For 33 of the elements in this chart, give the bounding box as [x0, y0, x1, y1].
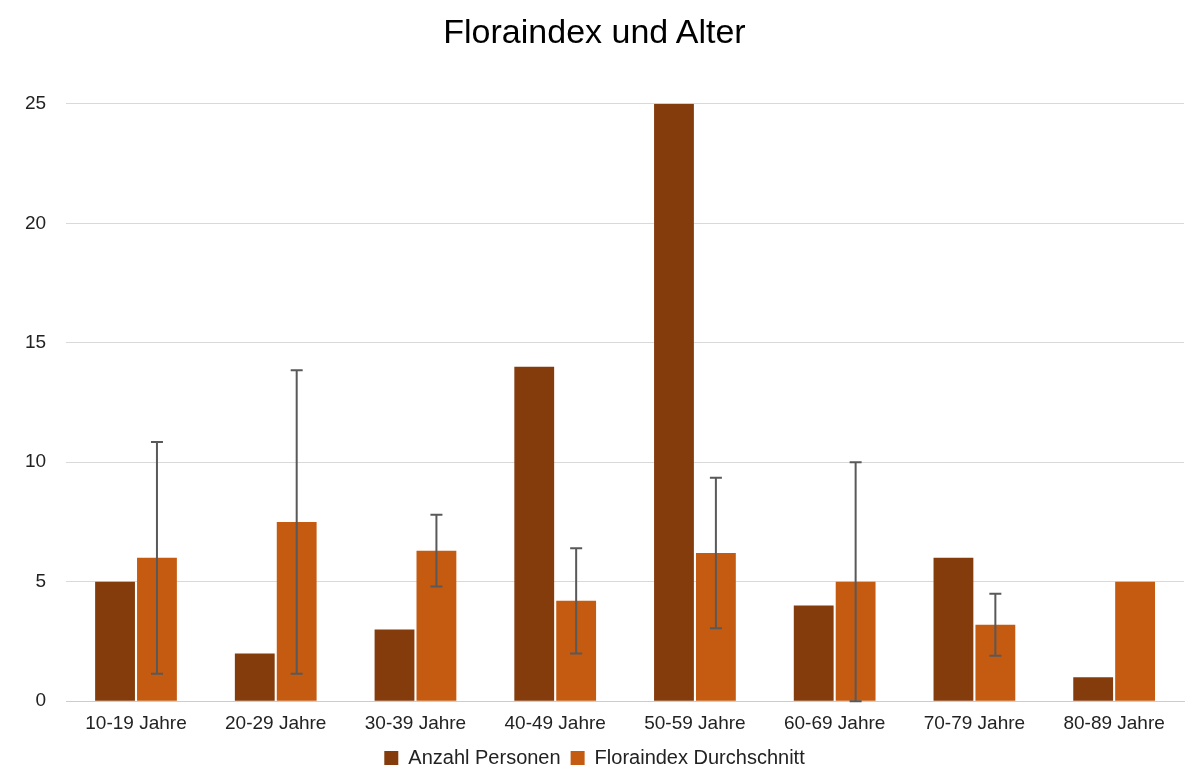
bar — [695, 553, 736, 701]
y-tick-label: 20 — [24, 211, 47, 233]
x-tick-label: 40-49 Jahre — [504, 711, 606, 733]
y-tick-label: 0 — [35, 689, 47, 711]
x-tick-label: 30-39 Jahre — [364, 711, 467, 733]
bar — [556, 600, 597, 701]
bar — [793, 605, 834, 701]
x-tick-label: 50-59 Jahre — [644, 711, 746, 733]
y-tick-label: 25 — [24, 92, 47, 114]
bar — [933, 557, 974, 701]
x-tick-label: 20-29 Jahre — [225, 711, 327, 733]
bar — [1115, 581, 1156, 701]
bar — [137, 557, 177, 701]
chart-title: Floraindex und Alter — [443, 11, 746, 50]
x-tick-label: 80-89 Jahre — [1063, 711, 1165, 733]
bar — [416, 550, 457, 701]
bar — [514, 366, 555, 701]
y-tick-label: 5 — [35, 569, 47, 591]
bar — [1073, 677, 1114, 701]
y-tick-label: 15 — [24, 330, 47, 352]
bar — [835, 581, 876, 701]
bar — [975, 624, 1016, 701]
bar — [654, 103, 694, 701]
bar — [234, 653, 275, 701]
legend-label: Anzahl Personen — [408, 745, 561, 768]
bar — [374, 629, 415, 701]
x-tick-label: 70-79 Jahre — [923, 711, 1026, 733]
bar — [95, 581, 135, 701]
y-tick-label: 10 — [24, 450, 47, 472]
x-tick-label: 10-19 Jahre — [85, 711, 187, 733]
legend-label: Floraindex Durchschnitt — [594, 745, 806, 768]
x-tick-label: 60-69 Jahre — [783, 711, 886, 733]
bar — [276, 521, 317, 701]
